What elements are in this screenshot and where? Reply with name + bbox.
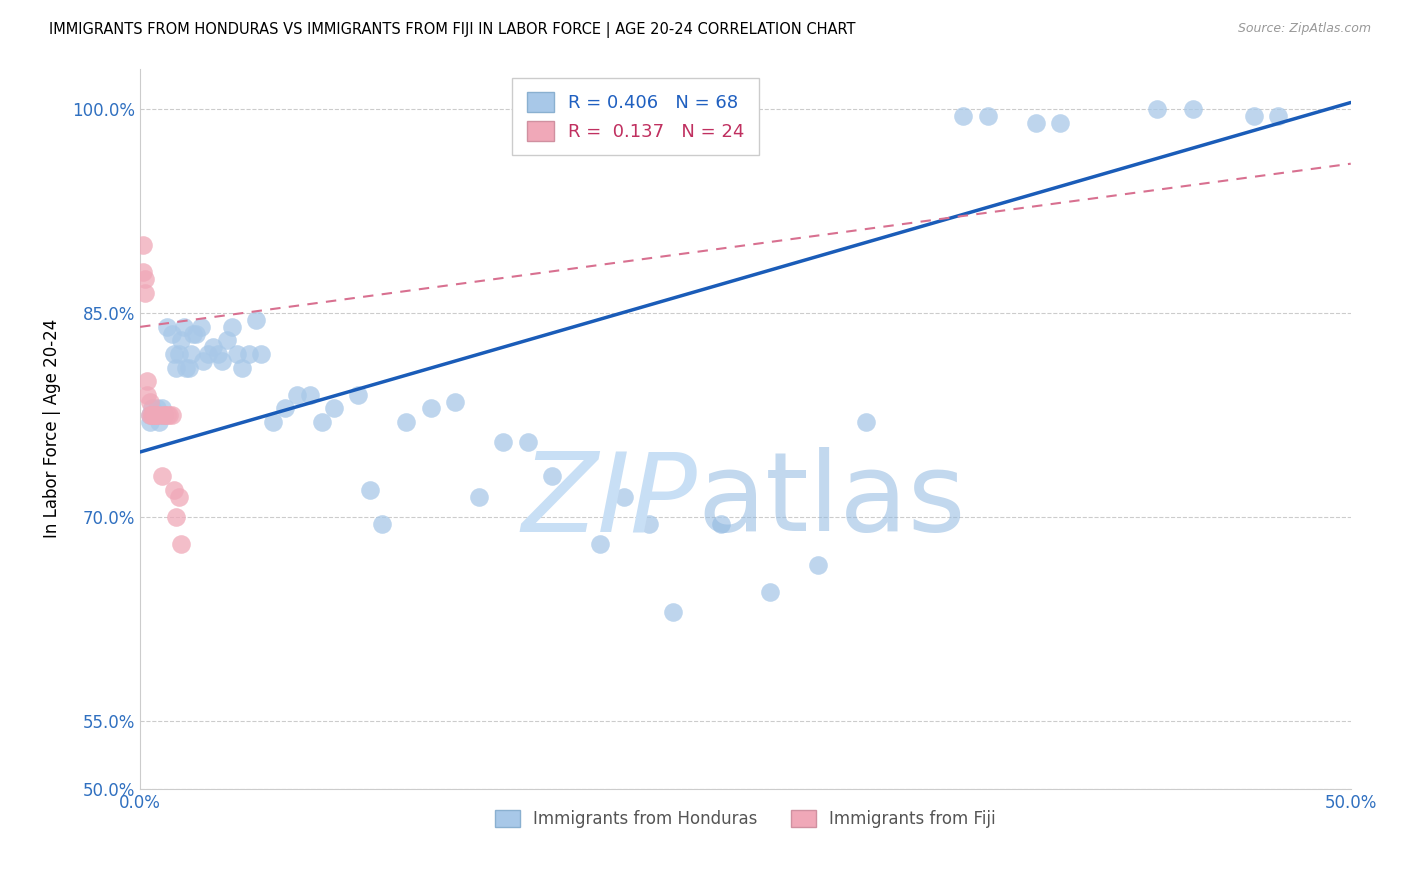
Point <box>238 347 260 361</box>
Point <box>395 415 418 429</box>
Point <box>245 313 267 327</box>
Point <box>134 285 156 300</box>
Point <box>298 388 321 402</box>
Point <box>201 340 224 354</box>
Point <box>952 109 974 123</box>
Point <box>976 109 998 123</box>
Point <box>322 401 344 416</box>
Point <box>1146 103 1168 117</box>
Text: IMMIGRANTS FROM HONDURAS VS IMMIGRANTS FROM FIJI IN LABOR FORCE | AGE 20-24 CORR: IMMIGRANTS FROM HONDURAS VS IMMIGRANTS F… <box>49 22 856 38</box>
Point <box>1182 103 1205 117</box>
Point <box>163 347 186 361</box>
Point <box>180 347 202 361</box>
Point <box>221 319 243 334</box>
Point <box>184 326 207 341</box>
Point <box>157 409 180 423</box>
Point <box>143 409 166 423</box>
Point <box>492 435 515 450</box>
Point <box>183 326 205 341</box>
Point <box>170 334 193 348</box>
Point <box>855 415 877 429</box>
Point <box>167 347 190 361</box>
Point <box>710 517 733 532</box>
Point <box>207 347 229 361</box>
Y-axis label: In Labor Force | Age 20-24: In Labor Force | Age 20-24 <box>44 319 60 539</box>
Point <box>662 606 685 620</box>
Point <box>173 319 195 334</box>
Point <box>637 517 659 532</box>
Point <box>177 360 200 375</box>
Point <box>347 388 370 402</box>
Point <box>163 483 186 497</box>
Point <box>160 326 183 341</box>
Point <box>146 409 169 423</box>
Point <box>371 517 394 532</box>
Point <box>540 469 562 483</box>
Point <box>262 415 284 429</box>
Point <box>1243 109 1265 123</box>
Point <box>153 409 176 423</box>
Point <box>190 319 212 334</box>
Point <box>150 469 173 483</box>
Point <box>141 409 163 423</box>
Point <box>153 409 176 423</box>
Point <box>174 360 197 375</box>
Point <box>468 490 491 504</box>
Point <box>146 401 169 416</box>
Point <box>153 409 176 423</box>
Point <box>146 409 169 423</box>
Point <box>139 409 162 423</box>
Point <box>165 360 187 375</box>
Point <box>287 388 309 402</box>
Point <box>143 409 166 423</box>
Point <box>758 585 780 599</box>
Point <box>807 558 830 572</box>
Point <box>165 510 187 524</box>
Point <box>153 409 176 423</box>
Point <box>131 238 153 252</box>
Point <box>136 388 159 402</box>
Point <box>131 265 153 279</box>
Point <box>226 347 249 361</box>
Point <box>148 415 170 429</box>
Point <box>141 409 163 423</box>
Point <box>139 415 162 429</box>
Point <box>136 374 159 388</box>
Point <box>419 401 441 416</box>
Point <box>250 347 273 361</box>
Point <box>143 409 166 423</box>
Point <box>444 394 467 409</box>
Text: atlas: atlas <box>697 448 966 555</box>
Point <box>150 401 173 416</box>
Point <box>516 435 538 450</box>
Point <box>1267 109 1289 123</box>
Point <box>134 272 156 286</box>
Point <box>1049 116 1071 130</box>
Point <box>148 409 170 423</box>
Point <box>211 354 233 368</box>
Point <box>589 537 612 551</box>
Point <box>1025 116 1047 130</box>
Point <box>217 334 239 348</box>
Point <box>359 483 381 497</box>
Point <box>274 401 297 416</box>
Point <box>231 360 253 375</box>
Point <box>160 409 183 423</box>
Point <box>139 394 162 409</box>
Point <box>148 409 170 423</box>
Point <box>311 415 333 429</box>
Point <box>170 537 193 551</box>
Point <box>197 347 219 361</box>
Text: ZIP: ZIP <box>522 448 697 555</box>
Point <box>156 409 179 423</box>
Legend: Immigrants from Honduras, Immigrants from Fiji: Immigrants from Honduras, Immigrants fro… <box>488 804 1002 835</box>
Text: Source: ZipAtlas.com: Source: ZipAtlas.com <box>1237 22 1371 36</box>
Point <box>139 409 162 423</box>
Point <box>613 490 636 504</box>
Point <box>191 354 214 368</box>
Point <box>141 401 163 416</box>
Point <box>167 490 190 504</box>
Point <box>156 319 179 334</box>
